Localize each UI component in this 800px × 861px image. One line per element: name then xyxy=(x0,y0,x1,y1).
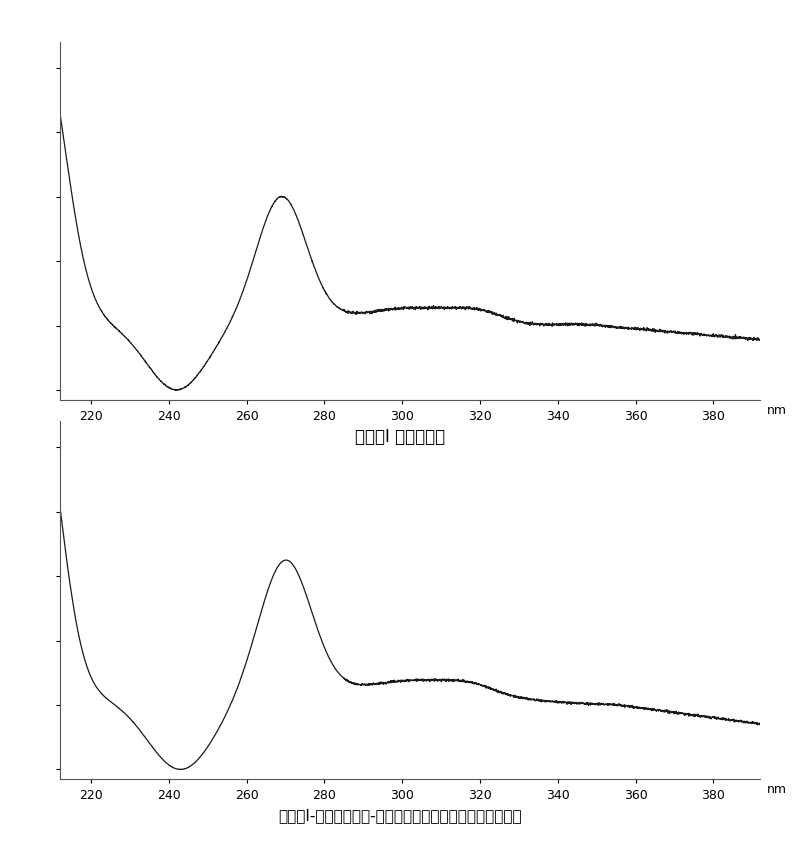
Text: nm: nm xyxy=(767,403,787,416)
Text: 宝藿苷I-氢化大豆磷脂-二棕榈酰基卵磷脂复合物紫外扫描图: 宝藿苷I-氢化大豆磷脂-二棕榈酰基卵磷脂复合物紫外扫描图 xyxy=(278,807,522,821)
Text: nm: nm xyxy=(767,782,787,795)
Text: 宝藿苷I 紫外扫描图: 宝藿苷I 紫外扫描图 xyxy=(355,428,445,446)
